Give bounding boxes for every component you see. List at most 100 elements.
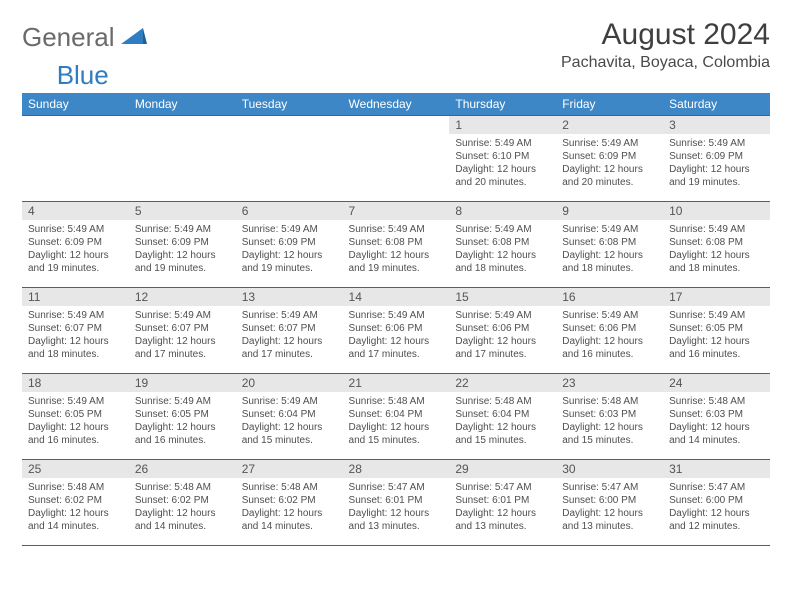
sunrise-text: Sunrise: 5:49 AM [135, 223, 230, 236]
daylight-text: Daylight: 12 hours and 17 minutes. [242, 335, 337, 361]
day-number: 7 [343, 202, 450, 220]
calendar-cell: 2Sunrise: 5:49 AMSunset: 6:09 PMDaylight… [556, 116, 663, 202]
sunrise-text: Sunrise: 5:48 AM [562, 395, 657, 408]
day-number: 17 [663, 288, 770, 306]
sunrise-text: Sunrise: 5:48 AM [28, 481, 123, 494]
calendar-week-row: 18Sunrise: 5:49 AMSunset: 6:05 PMDayligh… [22, 374, 770, 460]
sunset-text: Sunset: 6:00 PM [562, 494, 657, 507]
sunset-text: Sunset: 6:08 PM [669, 236, 764, 249]
day-body: Sunrise: 5:48 AMSunset: 6:02 PMDaylight:… [22, 478, 129, 537]
sunset-text: Sunset: 6:07 PM [135, 322, 230, 335]
day-number: 6 [236, 202, 343, 220]
day-body: Sunrise: 5:47 AMSunset: 6:01 PMDaylight:… [343, 478, 450, 537]
calendar-week-row: 11Sunrise: 5:49 AMSunset: 6:07 PMDayligh… [22, 288, 770, 374]
sunset-text: Sunset: 6:07 PM [28, 322, 123, 335]
calendar-cell: 4Sunrise: 5:49 AMSunset: 6:09 PMDaylight… [22, 202, 129, 288]
calendar-cell: .. [22, 116, 129, 202]
daylight-text: Daylight: 12 hours and 19 minutes. [669, 163, 764, 189]
logo-word2: Blue [57, 60, 109, 90]
calendar-cell: 24Sunrise: 5:48 AMSunset: 6:03 PMDayligh… [663, 374, 770, 460]
day-header: Monday [129, 93, 236, 116]
sunset-text: Sunset: 6:02 PM [242, 494, 337, 507]
sunset-text: Sunset: 6:06 PM [349, 322, 444, 335]
sunrise-text: Sunrise: 5:49 AM [349, 223, 444, 236]
day-body: Sunrise: 5:49 AMSunset: 6:09 PMDaylight:… [22, 220, 129, 279]
day-header: Wednesday [343, 93, 450, 116]
daylight-text: Daylight: 12 hours and 20 minutes. [455, 163, 550, 189]
page-title: August 2024 [561, 18, 770, 52]
sunrise-text: Sunrise: 5:49 AM [455, 137, 550, 150]
calendar-cell: 13Sunrise: 5:49 AMSunset: 6:07 PMDayligh… [236, 288, 343, 374]
calendar-cell: 31Sunrise: 5:47 AMSunset: 6:00 PMDayligh… [663, 460, 770, 546]
calendar-cell: 23Sunrise: 5:48 AMSunset: 6:03 PMDayligh… [556, 374, 663, 460]
daylight-text: Daylight: 12 hours and 15 minutes. [562, 421, 657, 447]
daylight-text: Daylight: 12 hours and 16 minutes. [135, 421, 230, 447]
day-body: Sunrise: 5:49 AMSunset: 6:06 PMDaylight:… [449, 306, 556, 365]
sunrise-text: Sunrise: 5:48 AM [242, 481, 337, 494]
sunrise-text: Sunrise: 5:47 AM [455, 481, 550, 494]
day-number: 2 [556, 116, 663, 134]
sunrise-text: Sunrise: 5:48 AM [455, 395, 550, 408]
day-number: 14 [343, 288, 450, 306]
daylight-text: Daylight: 12 hours and 13 minutes. [562, 507, 657, 533]
sunset-text: Sunset: 6:06 PM [562, 322, 657, 335]
sunrise-text: Sunrise: 5:49 AM [455, 309, 550, 322]
calendar-cell: 1Sunrise: 5:49 AMSunset: 6:10 PMDaylight… [449, 116, 556, 202]
day-body: Sunrise: 5:49 AMSunset: 6:05 PMDaylight:… [22, 392, 129, 451]
sunset-text: Sunset: 6:05 PM [669, 322, 764, 335]
calendar-cell: .. [129, 116, 236, 202]
calendar-cell: 5Sunrise: 5:49 AMSunset: 6:09 PMDaylight… [129, 202, 236, 288]
daylight-text: Daylight: 12 hours and 19 minutes. [349, 249, 444, 275]
daylight-text: Daylight: 12 hours and 12 minutes. [669, 507, 764, 533]
day-body: Sunrise: 5:49 AMSunset: 6:07 PMDaylight:… [129, 306, 236, 365]
daylight-text: Daylight: 12 hours and 19 minutes. [242, 249, 337, 275]
calendar-cell: 6 Sunrise: 5:49 AMSunset: 6:09 PMDaylight… [236, 202, 343, 288]
sunrise-text: Sunrise: 5:49 AM [242, 395, 337, 408]
calendar-cell: 3Sunrise: 5:49 AMSunset: 6:09 PMDaylight… [663, 116, 770, 202]
daylight-text: Daylight: 12 hours and 13 minutes. [349, 507, 444, 533]
day-header: Friday [556, 93, 663, 116]
day-number: 8 [449, 202, 556, 220]
daylight-text: Daylight: 12 hours and 16 minutes. [669, 335, 764, 361]
day-number: 10 [663, 202, 770, 220]
day-body: Sunrise: 5:49 AMSunset: 6:08 PMDaylight:… [556, 220, 663, 279]
daylight-text: Daylight: 12 hours and 14 minutes. [669, 421, 764, 447]
sunrise-text: Sunrise: 5:49 AM [669, 137, 764, 150]
day-body: Sunrise: 5:49 AMSunset: 6:08 PMDaylight:… [343, 220, 450, 279]
day-header: Sunday [22, 93, 129, 116]
sunset-text: Sunset: 6:04 PM [242, 408, 337, 421]
day-number: 20 [236, 374, 343, 392]
sunset-text: Sunset: 6:04 PM [455, 408, 550, 421]
daylight-text: Daylight: 12 hours and 18 minutes. [562, 249, 657, 275]
calendar-body: ........1Sunrise: 5:49 AMSunset: 6:10 PM… [22, 116, 770, 546]
sunrise-text: Sunrise: 5:47 AM [669, 481, 764, 494]
sunset-text: Sunset: 6:02 PM [135, 494, 230, 507]
sunset-text: Sunset: 6:09 PM [562, 150, 657, 163]
daylight-text: Daylight: 12 hours and 17 minutes. [349, 335, 444, 361]
day-body: Sunrise: 5:49 AMSunset: 6:06 PMDaylight:… [343, 306, 450, 365]
day-number: 29 [449, 460, 556, 478]
daylight-text: Daylight: 12 hours and 15 minutes. [242, 421, 337, 447]
daylight-text: Daylight: 12 hours and 15 minutes. [455, 421, 550, 447]
sunset-text: Sunset: 6:00 PM [669, 494, 764, 507]
calendar-cell: 10Sunrise: 5:49 AMSunset: 6:08 PMDayligh… [663, 202, 770, 288]
daylight-text: Daylight: 12 hours and 18 minutes. [669, 249, 764, 275]
sunset-text: Sunset: 6:03 PM [562, 408, 657, 421]
sunset-text: Sunset: 6:09 PM [242, 236, 337, 249]
sunrise-text: Sunrise: 5:49 AM [455, 223, 550, 236]
sunrise-text: Sunrise: 5:49 AM [28, 223, 123, 236]
sunrise-text: Sunrise: 5:49 AM [135, 395, 230, 408]
day-body: Sunrise: 5:47 AMSunset: 6:01 PMDaylight:… [449, 478, 556, 537]
sunrise-text: Sunrise: 5:47 AM [349, 481, 444, 494]
sunrise-text: Sunrise: 5:49 AM [562, 223, 657, 236]
logo-word2-wrap: GeBlue [22, 60, 770, 91]
day-number: 18 [22, 374, 129, 392]
day-header-row: Sunday Monday Tuesday Wednesday Thursday… [22, 93, 770, 116]
sunrise-text: Sunrise: 5:49 AM [242, 223, 337, 236]
day-header: Tuesday [236, 93, 343, 116]
day-body: Sunrise: 5:48 AMSunset: 6:04 PMDaylight:… [449, 392, 556, 451]
sunset-text: Sunset: 6:10 PM [455, 150, 550, 163]
sunset-text: Sunset: 6:08 PM [455, 236, 550, 249]
day-number: 26 [129, 460, 236, 478]
day-number: 21 [343, 374, 450, 392]
